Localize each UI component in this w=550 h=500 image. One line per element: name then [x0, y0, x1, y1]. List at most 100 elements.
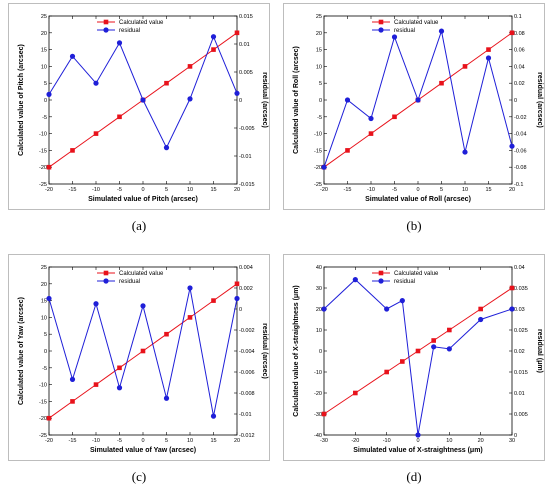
x-tick-label: 0	[141, 187, 144, 193]
y-tick-label: 15	[316, 48, 322, 54]
data-point-residual	[368, 115, 374, 122]
y2-tick-label: -0.02	[514, 115, 527, 121]
data-point-residual	[163, 395, 170, 401]
y2-tick-label: -0.004	[239, 349, 255, 355]
y-tick-label: 0	[44, 349, 47, 355]
y-tick-label: 10	[316, 64, 322, 70]
data-point-calculated	[46, 164, 52, 170]
y-tick-label: -20	[314, 391, 322, 397]
data-point-calculated	[140, 348, 146, 354]
y-axis-label: Calculated value of Yaw (arcsec)	[18, 297, 25, 405]
y-tick-label: -20	[314, 165, 322, 171]
x-tick-label: 0	[416, 438, 419, 444]
legend-label: residual	[119, 279, 140, 285]
y2-tick-label: -0.002	[239, 328, 255, 334]
x-tick-label: 15	[485, 187, 491, 193]
data-point-calculated	[509, 30, 515, 36]
x-tick-label: 20	[509, 187, 515, 193]
y2-tick-label: 0.005	[514, 412, 528, 418]
x-tick-label: -5	[117, 187, 122, 193]
data-point-calculated	[70, 399, 75, 404]
y2-axis-label: residual (arcsec)	[261, 323, 268, 379]
data-point-residual	[93, 80, 99, 86]
y-tick-label: -10	[39, 132, 47, 138]
data-point-residual	[462, 149, 468, 155]
y2-axis-label: residual (arcsec)	[261, 72, 268, 128]
y2-tick-label: 0	[239, 98, 242, 104]
data-point-residual	[234, 90, 240, 96]
data-point-residual	[210, 413, 217, 419]
y-tick-label: 0	[44, 98, 47, 104]
y2-tick-label: -0.01	[239, 412, 252, 418]
y-tick-label: 20	[41, 31, 47, 37]
y2-tick-label: -0.008	[239, 391, 255, 397]
data-point-residual	[46, 91, 52, 97]
data-point-residual	[446, 346, 452, 352]
data-point-calculated	[392, 114, 397, 120]
y2-tick-label: -0.01	[239, 154, 252, 160]
y2-tick-label: -0.006	[239, 370, 255, 376]
chart-panel-a: -20 -15 -10 -5 0 5 10 15 20 -25 -20 -15 -10 -5 0 5 10 15 2…	[8, 3, 270, 210]
legend-marker	[378, 278, 384, 284]
x-tick-label: -10	[92, 187, 100, 193]
chart-a: -20 -15 -10 -5 0 5 10 15 20-25-20-15-10-50510152…	[18, 14, 268, 203]
data-point-residual	[509, 306, 515, 312]
legend-marker	[103, 270, 109, 276]
y-tick-label: 10	[41, 64, 47, 70]
data-point-calculated	[353, 390, 358, 396]
legend-marker	[103, 27, 109, 33]
y-tick-label: -5	[317, 115, 322, 121]
x-axis-label: Simulated value of Roll (arcsec)	[365, 196, 471, 203]
y-axis-label: Calculated value of Roll (arcsec)	[293, 46, 300, 154]
chart-panel-b: -20 -15 -10 -5 0 5 10 15 20 -25 -20 -15 -10 -5 0 5 10 15 2…	[283, 3, 545, 210]
y2-tick-label: 0.03	[514, 307, 525, 313]
data-point-calculated	[234, 30, 240, 36]
x-tick-label: -20	[320, 187, 328, 193]
x-tick-label: 20	[478, 438, 484, 444]
y-axis-label: Calculated value of Pitch (arcsec)	[18, 44, 25, 156]
y2-tick-label: 0.08	[514, 31, 525, 37]
y2-tick-label: 0.015	[514, 370, 528, 376]
y2-tick-label: -0.012	[239, 433, 255, 439]
x-tick-label: 15	[210, 438, 216, 444]
data-point-calculated	[509, 285, 515, 291]
y2-axis-label: residual (arcsec)	[536, 72, 543, 128]
y2-tick-label: 0.005	[239, 70, 253, 76]
x-tick-label: 0	[416, 187, 419, 193]
data-point-residual	[415, 97, 421, 103]
x-axis-label: Simulated value of X-straightness (μm)	[353, 447, 483, 454]
legend-marker	[103, 278, 109, 284]
y-tick-label: 5	[319, 81, 322, 87]
data-point-residual	[69, 53, 76, 59]
data-point-residual	[485, 55, 492, 61]
legend-marker	[378, 27, 384, 33]
data-point-residual	[187, 96, 193, 102]
y2-tick-label: 0.015	[239, 14, 253, 20]
data-point-calculated	[93, 131, 99, 136]
x-tick-label: -10	[92, 438, 100, 444]
data-point-residual	[509, 143, 515, 149]
y2-tick-label: 0	[514, 433, 517, 439]
data-point-calculated	[431, 338, 436, 343]
caption-a: (a)	[131, 218, 147, 233]
x-tick-label: -20	[45, 187, 53, 193]
y2-tick-label: -0.015	[239, 182, 255, 188]
y2-tick-label: 0.01	[239, 42, 250, 48]
caption-b: (b)	[406, 218, 422, 233]
x-tick-label: -30	[320, 438, 328, 444]
data-point-residual	[321, 164, 327, 170]
y-tick-label: 25	[41, 265, 47, 271]
x-tick-label: -15	[69, 438, 77, 444]
series-line-residual	[323, 278, 513, 436]
y-tick-label: -15	[314, 148, 322, 154]
x-tick-label: -10	[367, 187, 375, 193]
x-tick-label: 10	[187, 438, 193, 444]
y-tick-label: -10	[314, 132, 322, 138]
x-tick-label: 20	[234, 187, 240, 193]
data-point-calculated	[478, 306, 483, 312]
y-tick-label: 25	[316, 14, 322, 20]
y-tick-label: 10	[41, 315, 47, 321]
y-tick-label: 15	[41, 48, 47, 54]
y2-tick-label: 0.02	[514, 81, 525, 87]
data-point-calculated	[70, 148, 75, 153]
